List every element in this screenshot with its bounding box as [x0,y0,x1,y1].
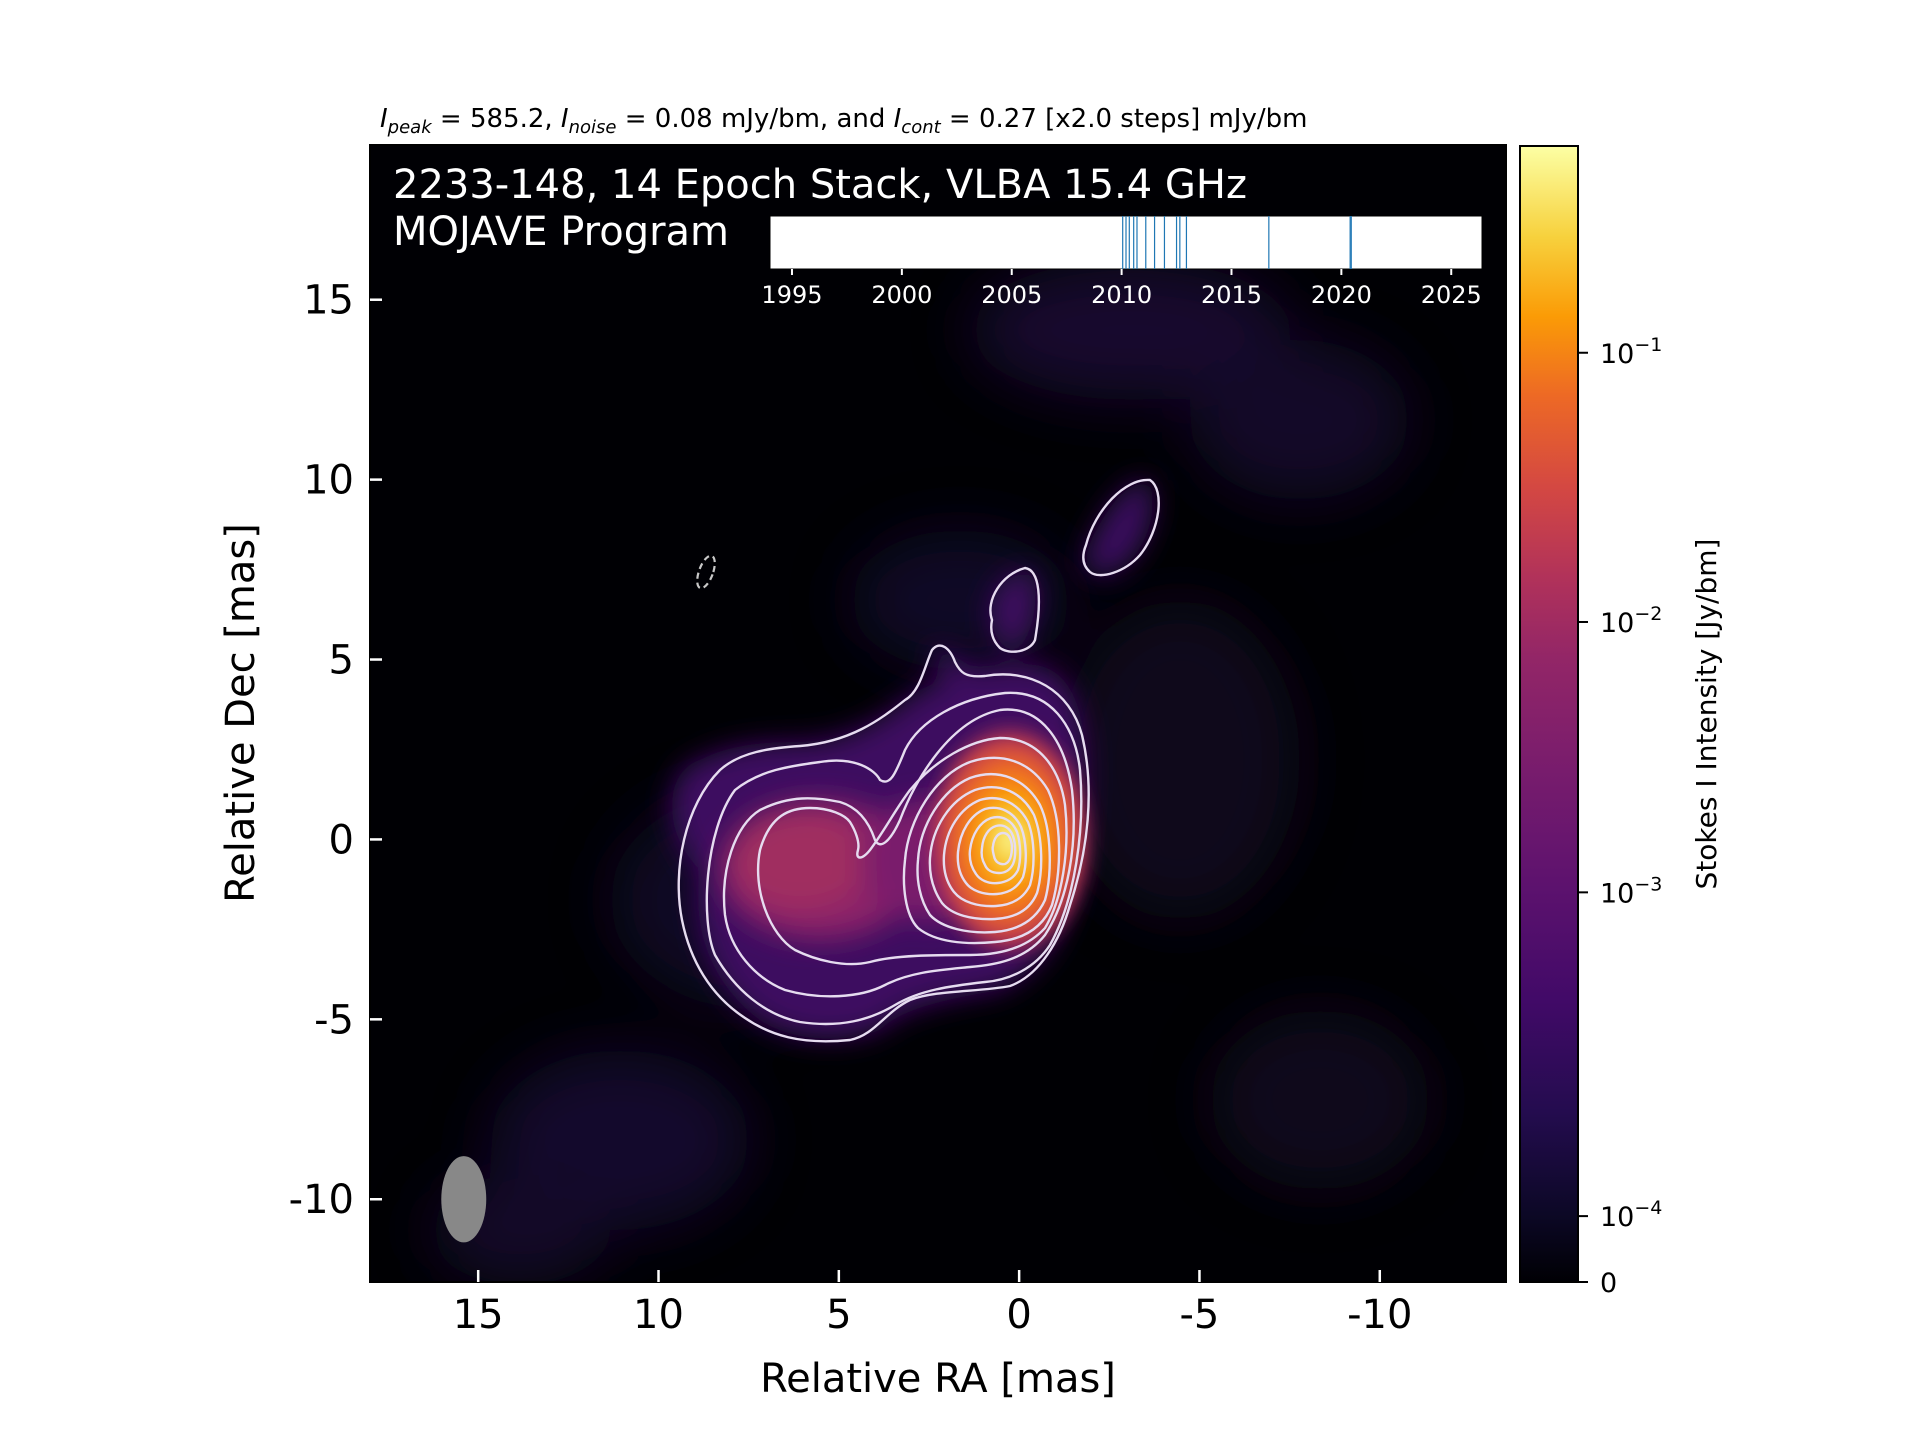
contour-level-11 [980,824,1017,875]
x-tick-label: 5 [826,1292,851,1338]
noise-subscript: noise [569,117,617,138]
noise-value: = 0.08 mJy/bm, and [616,104,893,134]
y-axis-label: Relative Dec [mas] [218,523,264,903]
contour-level-12 [991,831,1014,866]
x-axis-label: Relative RA [mas] [760,1356,1116,1402]
contour-knot-2 [1082,478,1160,577]
contour-level-1 [677,644,1090,1043]
contour-lines [677,478,1160,1043]
restoring-beam [441,1156,487,1243]
colorbar-tick-label: 0 [1600,1268,1617,1299]
intensity-image [430,260,1430,1282]
colorbar-ticks: 0 10−4 10−3 10−2 10−1 [1578,334,1662,1299]
noise-symbol: I [561,104,569,134]
contour-level-10 [968,816,1022,885]
y-axis: 15 10 5 0 -5 -10 [289,278,382,1223]
y-tick-label: -5 [314,997,354,1043]
y-tick-label: 15 [303,278,354,324]
timeline-tick-label: 1995 [761,281,822,309]
y-tick-label: 10 [303,458,354,504]
epoch-timeline: 1995 2000 2005 2010 2015 2020 2025 [761,215,1483,309]
x-tick-label: -5 [1180,1292,1220,1338]
contour-level-5 [902,756,1061,945]
y-tick-label: 0 [329,817,354,863]
x-tick-label: 0 [1006,1292,1031,1338]
peak-value: = 585.2, [432,104,561,134]
plot-title-line2: MOJAVE Program [393,209,729,255]
contour-knot-1 [989,566,1041,653]
colorbar-tick-label: 10−3 [1600,873,1662,909]
x-tick-label: 15 [453,1292,504,1338]
colorbar-tick-label: 10−4 [1600,1197,1662,1233]
x-tick-label: 10 [633,1292,684,1338]
timeline-tick-label: 2000 [871,281,932,309]
x-axis: 15 10 5 0 -5 -10 [453,1270,1412,1338]
timeline-ticks: 1995 2000 2005 2010 2015 2020 2025 [761,269,1482,309]
colorbar-gradient [1519,145,1579,1283]
contour-level-8 [942,797,1035,908]
figure-header: Ipeak = 585.2, Inoise = 0.08 mJy/bm, and… [380,104,1307,138]
contour-level-6 [916,773,1051,934]
peak-subscript: peak [387,117,434,138]
contour-level-7 [928,786,1043,921]
x-tick-label: -10 [1347,1292,1412,1338]
contour-level-4 [756,736,1068,966]
timeline-tick-label: 2020 [1311,281,1372,309]
cont-value: = 0.27 [x2.0 steps] mJy/bm [941,104,1308,134]
y-tick-label: 5 [329,638,354,684]
timeline-epoch-lines [1122,216,1352,269]
colorbar-tick-label: 10−1 [1600,334,1662,370]
contour-negative [696,554,716,590]
contour-level-2 [705,691,1083,1026]
plot-title-line1: 2233-148, 14 Epoch Stack, VLBA 15.4 GHz [393,162,1247,208]
contour-level-9 [956,806,1027,896]
peak-symbol: I [380,104,388,134]
plot-frame [369,144,1507,1283]
colorbar: 0 10−4 10−3 10−2 10−1 Stokes I Intensity [Jy… [1519,145,1723,1299]
colorbar-tick-label: 10−2 [1600,603,1662,639]
y-tick-label: -10 [289,1177,354,1223]
timeline-tick-label: 2005 [981,281,1042,309]
timeline-tick-label: 2015 [1201,281,1262,309]
cont-subscript: cont [901,117,941,138]
colorbar-label: Stokes I Intensity [Jy/bm] [1690,539,1723,890]
cont-symbol: I [894,104,902,134]
timeline-tick-label: 2025 [1421,281,1482,309]
timeline-tick-label: 2010 [1091,281,1152,309]
